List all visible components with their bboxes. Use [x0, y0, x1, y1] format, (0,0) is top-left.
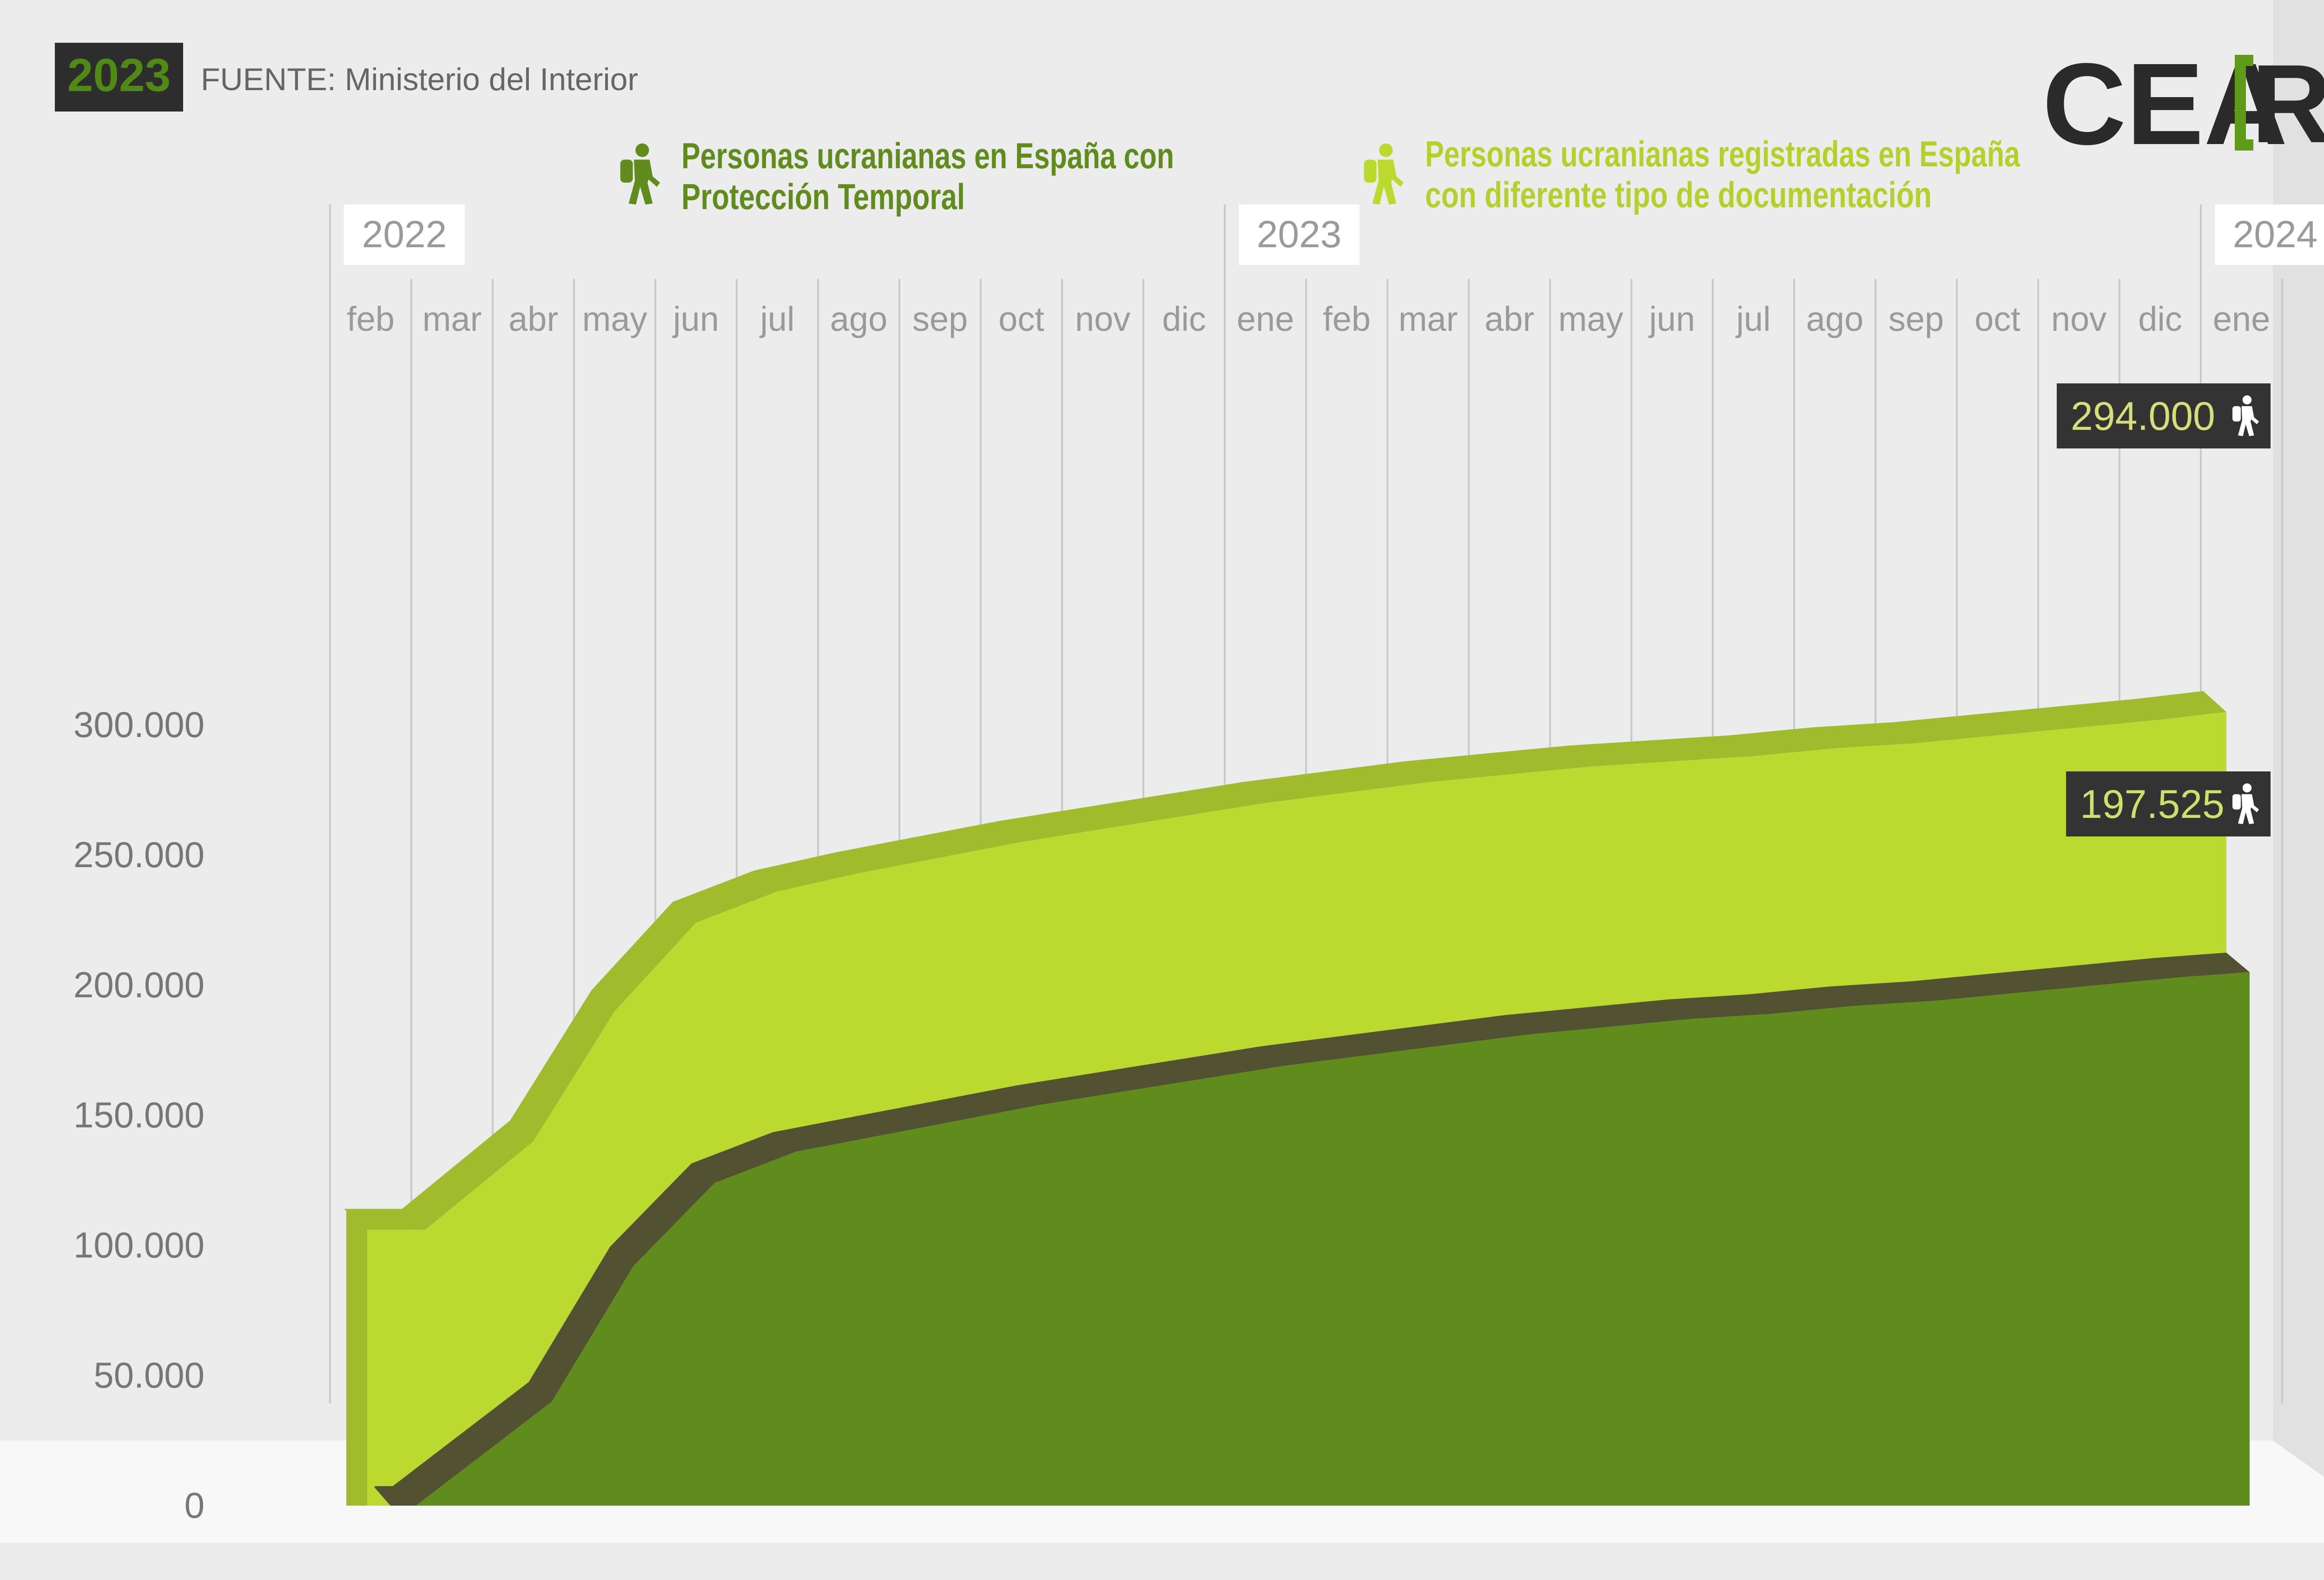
end-label-value: 294.000 — [2071, 394, 2215, 439]
y-tick-label: 0 — [185, 1485, 205, 1526]
y-tick-label: 200.000 — [73, 964, 205, 1005]
y-tick-label: 150.000 — [73, 1094, 205, 1135]
year-label: 2023 — [1257, 213, 1341, 256]
logo-r: R — [2251, 41, 2324, 166]
x-tick-label: ene — [2213, 300, 2270, 338]
legend-registered-line2: con diferente tipo de documentación — [1425, 174, 1932, 215]
x-tick-label: sep — [912, 300, 968, 338]
year-label-box — [2215, 204, 2324, 265]
x-tick-label: jul — [759, 300, 794, 338]
legend: Personas ucranianas en España con Protec… — [620, 133, 2020, 217]
logo-bracket-left — [2235, 55, 2253, 151]
series-registered-side — [346, 1209, 367, 1506]
x-tick-label: sep — [1888, 300, 1944, 338]
year-label-box — [344, 204, 465, 265]
year-label-box — [1239, 204, 1360, 265]
end-label-value: 197.525 — [2080, 782, 2225, 827]
y-tick-label: 50.000 — [93, 1355, 205, 1396]
x-tick-label: ene — [1237, 300, 1294, 338]
y-tick-label: 300.000 — [73, 704, 205, 745]
x-tick-label: nov — [2051, 300, 2106, 338]
year-badge: 2023 — [67, 49, 171, 101]
chart-areas — [344, 691, 2250, 1506]
x-tick-label: abr — [1485, 300, 1534, 338]
x-tick-label: dic — [2138, 300, 2182, 338]
y-tick-label: 250.000 — [73, 834, 205, 875]
x-tick-label: feb — [1323, 300, 1371, 338]
x-tick-label: ago — [830, 300, 887, 338]
year-label: 2022 — [362, 213, 447, 256]
legend-registered-line1: Personas ucranianas registradas en Españ… — [1425, 133, 2020, 174]
x-tick-label: nov — [1075, 300, 1130, 338]
x-tick-label: jun — [1648, 300, 1695, 338]
y-tick-label: 100.000 — [73, 1224, 205, 1265]
x-tick-label: feb — [347, 300, 395, 338]
x-tick-label: oct — [1974, 300, 2020, 338]
series-registered-edge — [344, 691, 2226, 1230]
right-wall — [2273, 0, 2324, 1490]
cear-logo: CEA R — [2042, 39, 2324, 169]
x-tick-label: jun — [672, 300, 719, 338]
year-badge-box — [55, 43, 183, 112]
source-text: FUENTE: Ministerio del Interior — [201, 62, 638, 97]
x-tick-label: oct — [998, 300, 1044, 338]
chart-labels: 0 50.000 100.000 150.000 200.000 250.000 300.0… — [73, 204, 2324, 1526]
series-protection-base — [374, 1487, 404, 1506]
x-tick-label: dic — [1162, 300, 1206, 338]
x-tick-label: mar — [423, 300, 482, 338]
legend-protection-line2: Protección Temporal — [681, 176, 965, 217]
x-tick-label: may — [1558, 300, 1624, 338]
x-tick-label: jul — [1735, 300, 1770, 338]
x-tick-label: may — [582, 300, 647, 338]
legend-protection-line1: Personas ucranianas en España con — [681, 135, 1174, 176]
x-tick-label: ago — [1806, 300, 1863, 338]
x-tick-label: abr — [508, 300, 558, 338]
x-tick-label: mar — [1399, 300, 1458, 338]
year-label: 2024 — [2233, 213, 2317, 256]
series-protection-area — [397, 972, 2250, 1506]
